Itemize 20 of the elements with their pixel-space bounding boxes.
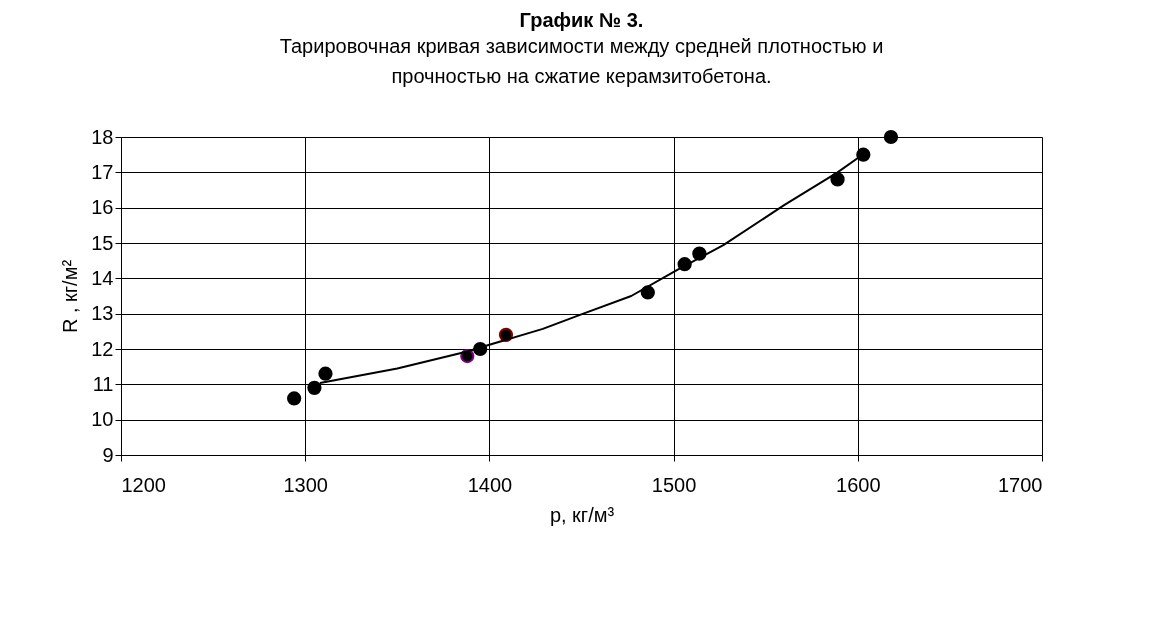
x-tick-label: 1200 — [121, 473, 166, 496]
y-tick-label: 12 — [91, 337, 114, 360]
x-tick-label: 1500 — [651, 473, 697, 496]
y-axis-title: R , кг/м² — [59, 259, 82, 334]
x-tick-label: 1600 — [836, 473, 881, 496]
x-axis-title: р, кг/м³ — [549, 503, 615, 526]
y-tick-label: 15 — [91, 231, 114, 254]
x-tick-label: 1700 — [998, 473, 1043, 496]
y-tick-label: 10 — [91, 408, 114, 431]
chart-subtitle: Тарировочная кривая зависимости между средней плотностью и прочностью на сжатие керамзитобетона. — [279, 34, 884, 87]
y-tick-label: 13 — [91, 302, 114, 325]
y-tick-label: 14 — [91, 266, 114, 289]
y-tick-label: 11 — [92, 372, 114, 395]
y-tick-label: 18 — [91, 125, 114, 148]
y-tick-label: 16 — [91, 196, 114, 219]
chart-title: График № 3. — [519, 8, 644, 31]
y-tick-label: 9 — [102, 443, 114, 466]
x-tick-label: 1400 — [467, 473, 513, 496]
x-tick-label: 1300 — [283, 473, 328, 496]
y-tick-label: 17 — [91, 160, 114, 183]
